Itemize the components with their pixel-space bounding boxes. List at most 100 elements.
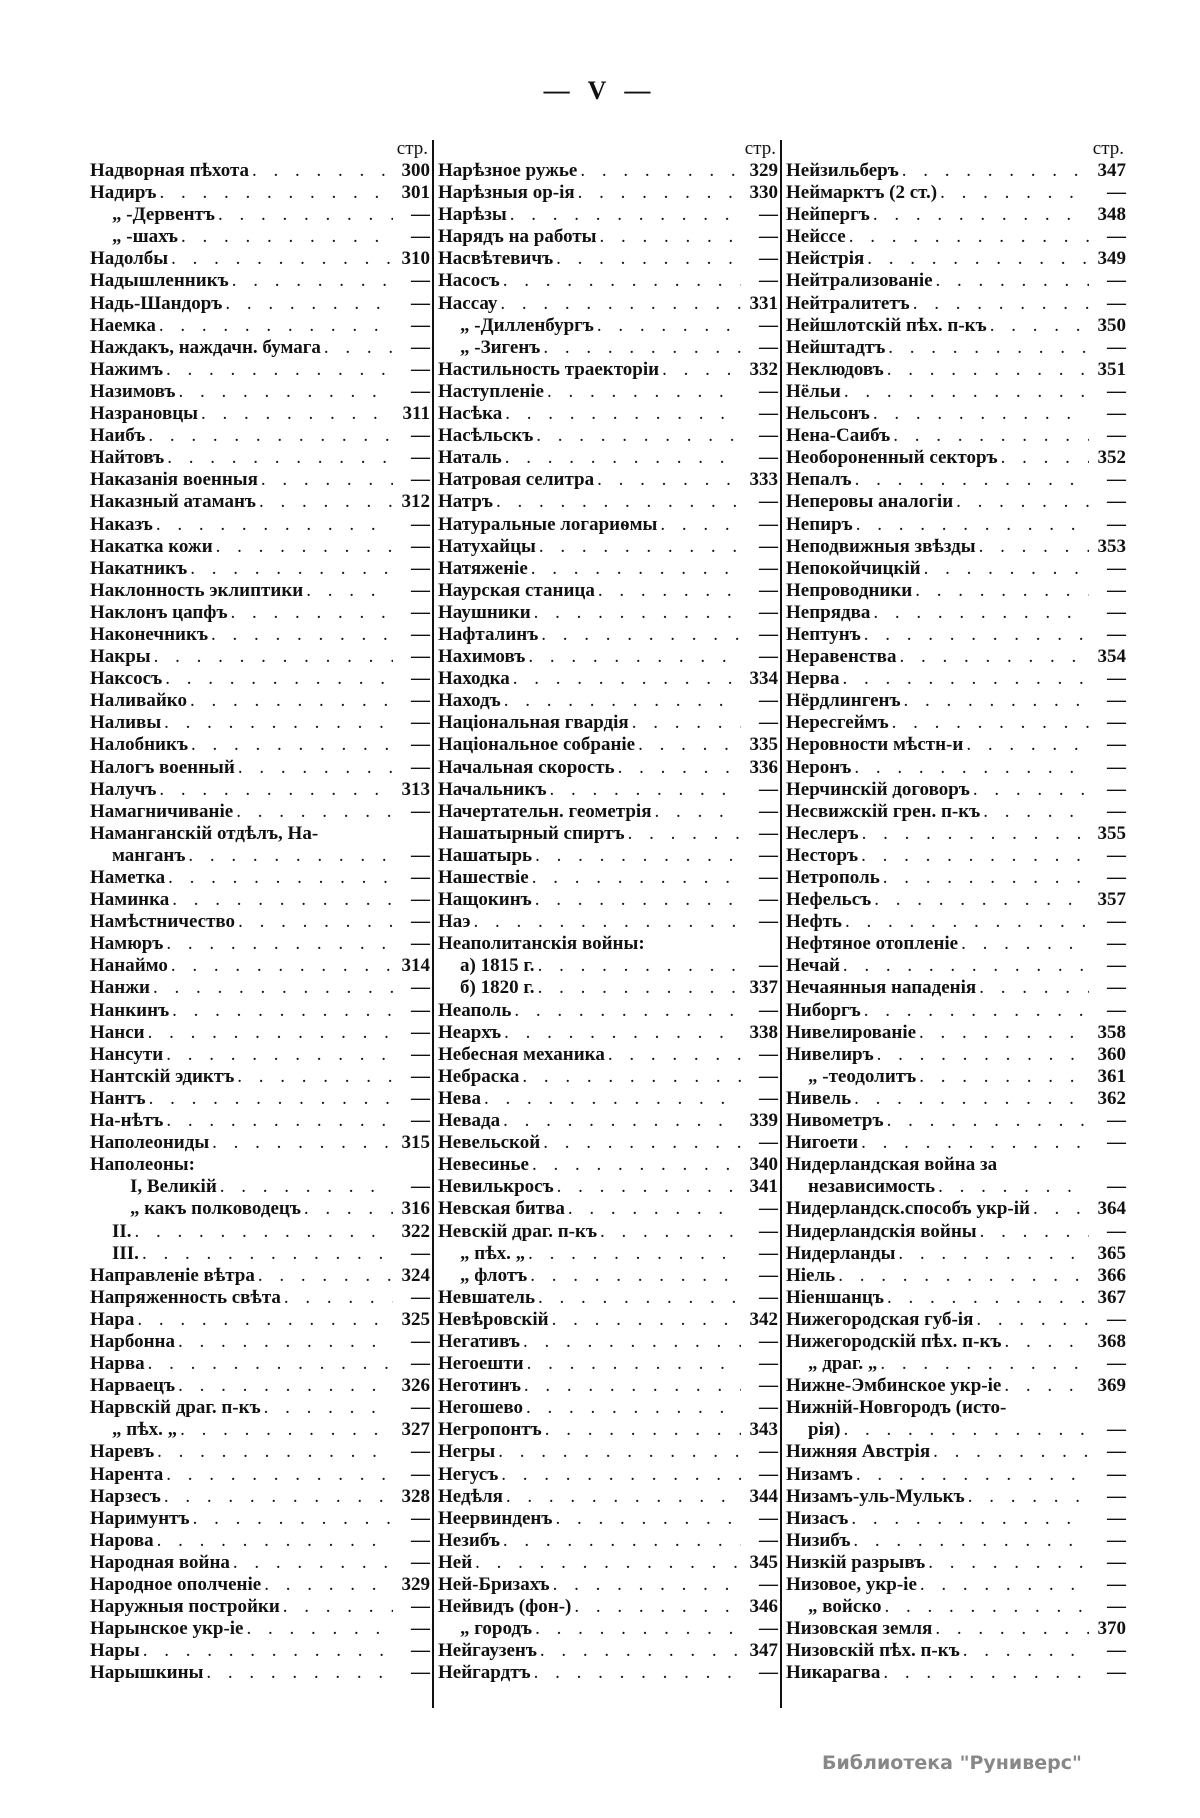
dot-leader [935,1618,1089,1640]
entry-page: — [411,1043,430,1065]
index-entry: Нарва — [90,1353,430,1375]
index-entry: „ городъ — [438,1618,778,1640]
index-entry: „ -Зигенъ — [438,337,778,359]
entry-page: — [759,1087,778,1109]
index-entry: Наушники — [438,602,778,624]
entry-page: — [411,646,430,668]
dot-leader [861,1132,1089,1154]
dot-leader [142,1243,393,1265]
dot-leader [936,270,1089,292]
entry-page: — [759,623,778,645]
dot-leader [505,447,741,469]
entry-page: — [759,889,778,911]
entry-title: Народная война [90,1551,230,1573]
index-entry: Наклонность эклиптики — [90,580,430,602]
entry-title: Нансути [90,1043,164,1065]
entry-page: — [759,646,778,668]
entry-page: — [1107,513,1126,535]
entry-title: Нева [438,1087,481,1109]
entry-title: Нижегородскій пѣх. п-къ [786,1330,1002,1352]
index-entry: Наурская станица — [438,580,778,602]
index-entry: Низасъ — [786,1508,1126,1530]
entry-title: Надышленникъ [90,270,229,292]
entry-page: — [1107,1353,1126,1375]
entry-title: Непалъ [786,469,852,491]
entry-page: 340 [749,1154,779,1176]
entry-title: Нейтрализованіе [786,270,933,292]
index-entry: Нигоети — [786,1132,1126,1154]
dot-leader [501,1464,741,1486]
entry-title: Наказъ [90,513,153,535]
entry-page: — [1107,800,1126,822]
dot-leader [206,1662,393,1684]
entry-page: — [411,712,430,734]
dot-leader [522,1066,741,1088]
entry-page: — [759,1264,778,1286]
entry-page: — [411,800,430,822]
entry-title: Народное ополченіе [90,1574,262,1595]
dot-leader [532,867,741,889]
dot-leader [919,1022,1089,1044]
dot-leader [527,1353,741,1375]
entry-page: — [1107,380,1126,402]
entry-title: Невельской [438,1132,541,1154]
index-entry: Непроводники — [786,580,1126,602]
entry-page: — [1107,977,1126,999]
entry-page: — [759,447,778,469]
index-entry: Намюръ — [90,933,430,955]
entry-title: Неаполь [438,999,512,1021]
entry-page: — [1107,933,1126,955]
index-entry: Наказъ — [90,514,430,536]
entry-page: — [759,425,778,447]
entry-title: независимость [808,1176,936,1198]
dot-leader [503,1530,741,1552]
index-entry: Наклонъ цапфъ — [90,602,430,624]
entry-page: — [1107,1176,1126,1198]
dot-leader [598,580,741,602]
dot-leader [979,536,1089,558]
dot-leader [883,867,1089,889]
entry-title: III. [112,1242,139,1264]
index-entry: Недѣля 344 [438,1486,778,1508]
entry-page: — [411,668,430,690]
entry-page: — [411,1551,430,1573]
entry-title: Нидерландскія войны [786,1220,977,1242]
entry-page: — [411,226,430,248]
dot-leader [543,337,741,359]
dot-leader [510,204,741,226]
entry-page: 337 [749,977,779,999]
entry-title: Нейпергъ [786,204,870,226]
entry-title: Нена-Саибъ [786,425,891,447]
entry-page: — [1107,182,1126,204]
entry-page: — [759,778,778,800]
entry-page: — [759,314,778,336]
entry-page: — [1107,1441,1126,1463]
entry-page: 316 [401,1198,431,1220]
entry-page: 343 [749,1419,779,1441]
entry-page: 313 [401,778,431,800]
entry-title: Нейштадтъ [786,336,886,358]
index-entry: Находка 334 [438,668,778,690]
index-entry: Національное собраніе 335 [438,734,778,756]
dot-leader [237,1066,393,1088]
entry-title: Налобникъ [90,734,189,756]
entry-title: Насѣльскъ [438,425,534,447]
entry-title: „ флотъ [460,1264,528,1286]
entry-title: Найтовъ [90,447,165,469]
dot-leader [873,204,1089,226]
entry-page: 336 [749,756,779,778]
entry-page: — [1107,734,1126,756]
dot-leader [190,558,393,580]
dot-leader [236,801,393,823]
entry-page: 300 [401,160,431,181]
entry-title: Нижне-Эмбинское укр-іе [786,1375,1002,1397]
entry-page: — [411,270,430,292]
index-entry: Нанаймо 314 [90,955,430,977]
entry-title: Начальникъ [438,778,547,800]
dot-leader [496,491,741,513]
index-entry: Нантскій эдиктъ — [90,1066,430,1088]
index-entry: Нары — [90,1640,430,1662]
entry-page: — [411,690,430,712]
entry-page: — [1107,1463,1126,1485]
entry-page: — [411,734,430,756]
